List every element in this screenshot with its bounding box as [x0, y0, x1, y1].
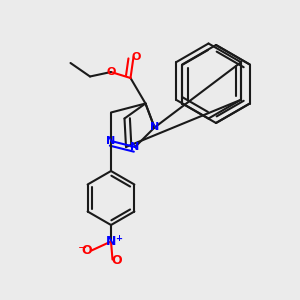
- Text: N: N: [150, 122, 159, 133]
- Text: O: O: [112, 254, 122, 268]
- Text: O: O: [106, 67, 116, 77]
- Text: O: O: [132, 52, 141, 62]
- Text: N: N: [106, 235, 116, 248]
- Text: −: −: [78, 242, 87, 253]
- Text: O: O: [82, 244, 92, 257]
- Text: N: N: [130, 142, 140, 152]
- Text: +: +: [115, 234, 122, 243]
- Text: N: N: [106, 136, 116, 146]
